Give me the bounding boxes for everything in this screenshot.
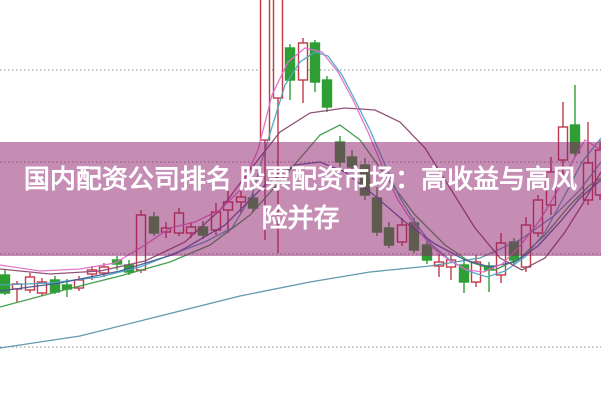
headline-line2: 险并存 xyxy=(261,203,340,233)
title-overlay-band: 国内配资公司排名 股票配资市场：高收益与高风 险并存 xyxy=(0,142,601,256)
headline-line1: 国内配资公司排名 股票配资市场：高收益与高风 xyxy=(23,164,578,194)
